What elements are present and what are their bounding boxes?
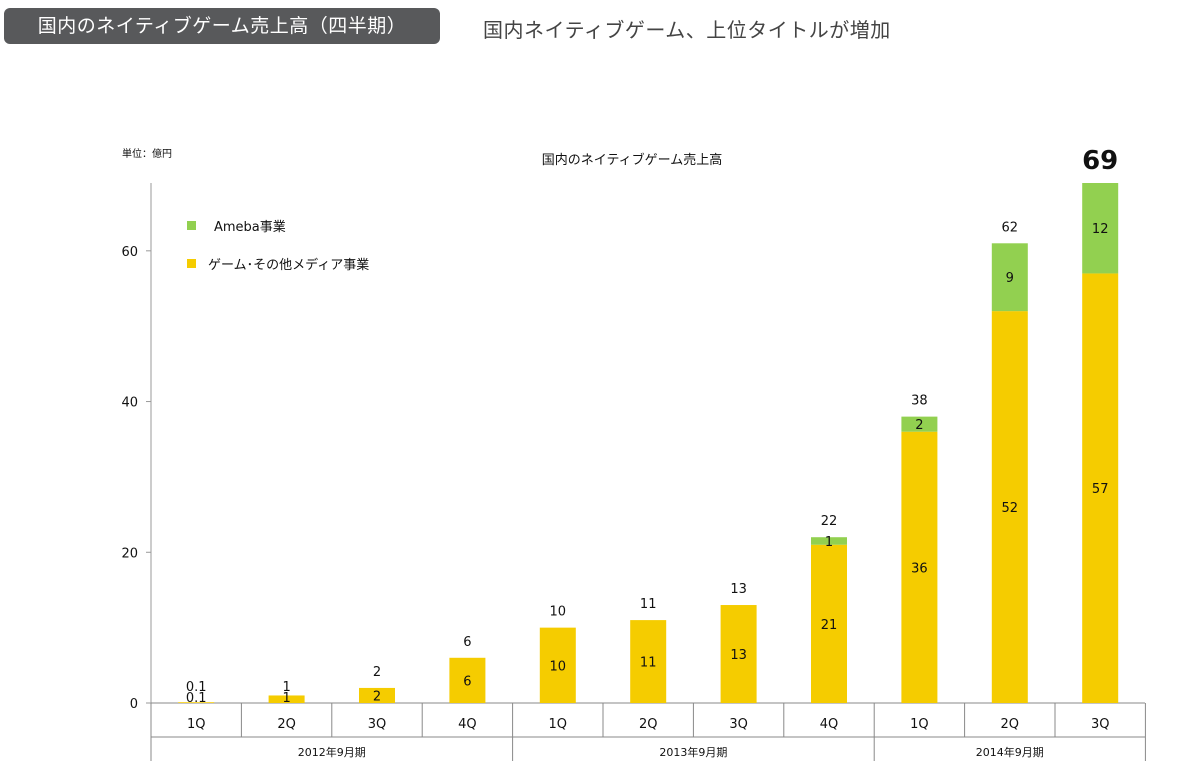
chart-title: 国内のネイティブゲーム売上高 [542,152,723,168]
bar-ameba [991,243,1028,312]
bar-game-other [359,687,395,703]
x-tick-label: 3Q [368,717,387,732]
data-label-game-other: 2 [373,689,381,704]
legend-label: Ameba事業 [214,219,286,235]
legend-swatch [187,221,196,230]
bar-game-other [178,702,215,703]
x-tick-label: 1Q [549,717,568,732]
total-label: 69 [1082,146,1118,176]
data-label-game-other: 21 [821,618,838,633]
bar-ameba [1082,183,1119,274]
unit-label: 単位：億円 [122,147,172,160]
x-tick-label: 1Q [910,717,929,732]
total-label: 10 [550,605,567,620]
total-label: 38 [911,394,928,409]
group-label: 2012年9月期 [298,745,366,759]
x-tick-label: 1Q [187,717,206,732]
header-subtitle: 国内ネイティブゲーム、上位タイトルが増加 [483,18,891,42]
data-label-game-other: 13 [730,648,747,663]
header-badge-title: 国内のネイティブゲーム売上高（四半期） [37,15,407,37]
data-label-game-other: 10 [550,659,567,674]
data-label-ameba: 9 [1006,271,1014,286]
data-label-ameba: 1 [825,535,833,550]
data-label-game-other: 1 [282,691,290,706]
legend-label: ゲーム･その他メディア事業 [208,257,369,273]
x-tick-label: 2Q [1001,717,1020,732]
data-label-game-other: 36 [911,561,928,576]
total-label: 6 [463,635,471,650]
data-label-game-other: 57 [1092,482,1109,497]
x-tick-label: 3Q [1091,717,1110,732]
legend-swatch [187,259,196,268]
x-tick-label: 3Q [729,717,748,732]
total-label: 0.1 [186,680,207,695]
data-label-ameba: 2 [915,418,923,433]
bar-ameba [901,416,938,432]
y-tick-label: 60 [121,245,138,260]
header-badge: 国内のネイティブゲーム売上高（四半期） [4,8,440,44]
total-label: 11 [640,597,657,612]
data-label-ameba: 12 [1092,222,1109,237]
data-label-game-other: 6 [463,674,471,689]
group-label: 2013年9月期 [659,745,727,759]
bar-game-other [539,627,576,703]
y-tick-label: 0 [130,697,138,712]
x-tick-label: 2Q [277,717,296,732]
bar-game-other [991,311,1028,703]
bar-game-other [449,657,486,703]
bar-game-other [630,620,667,703]
bar-game-other [1082,273,1119,703]
total-label: 62 [1002,220,1019,235]
bar-game-other [901,431,938,703]
y-tick-label: 40 [121,396,138,411]
y-tick-label: 20 [121,546,138,561]
data-label-game-other: 11 [640,656,657,671]
x-tick-label: 4Q [820,717,839,732]
group-label: 2014年9月期 [976,745,1044,759]
bar-game-other [720,605,757,703]
total-label: 1 [282,680,290,695]
total-label: 13 [730,582,747,597]
x-tick-label: 4Q [458,717,477,732]
data-label-game-other: 52 [1002,501,1019,516]
total-label: 22 [821,514,838,529]
bar-game-other [268,695,305,703]
bar-ameba [811,537,847,545]
x-tick-label: 2Q [639,717,658,732]
bar-game-other [811,544,847,703]
data-label-game-other: 0.1 [186,691,207,706]
total-label: 2 [373,665,381,680]
